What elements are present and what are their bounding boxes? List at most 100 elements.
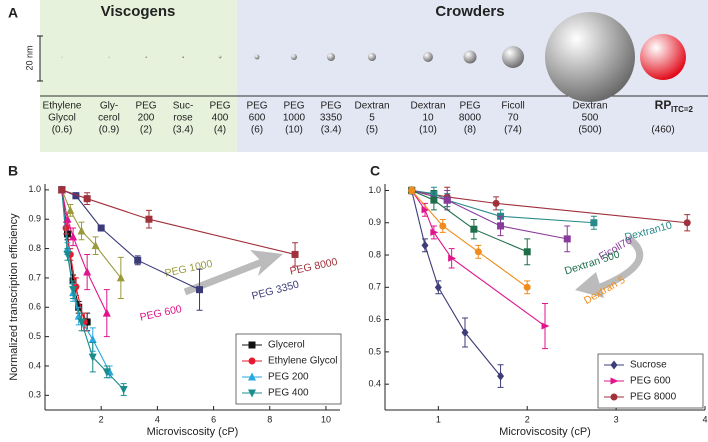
molecule-size: (0.9) (99, 125, 120, 136)
legend-label: PEG 8000 (630, 392, 677, 403)
marker (88, 353, 97, 362)
marker (102, 308, 111, 317)
marker (497, 371, 505, 381)
molecule-size: (74) (504, 125, 522, 136)
y-tick-label: 0.5 (28, 331, 41, 341)
marker (470, 225, 478, 233)
molecule-name: PEG (209, 101, 230, 112)
series-line (61, 189, 111, 373)
legend-label: PEG 400 (268, 388, 309, 399)
y-tick-label: 0.6 (28, 302, 41, 312)
legend-label: PEG 600 (630, 376, 671, 387)
molecule-name: Suc- (173, 101, 194, 112)
group-title: Viscogens (101, 3, 176, 20)
x-tick-label: 4 (155, 414, 160, 424)
molecule (254, 54, 260, 60)
marker (523, 248, 531, 256)
marker (523, 283, 531, 291)
marker (97, 224, 105, 232)
legend-marker (610, 393, 618, 401)
scale-label: 20 nm (24, 45, 34, 70)
molecule-name: Ethylene (43, 101, 82, 112)
molecule-name: RP (655, 98, 672, 112)
molecule (144, 55, 148, 59)
panel-label: A (8, 5, 18, 21)
molecule-name: PEG (320, 101, 341, 112)
arrow-head (250, 250, 283, 276)
molecule-size: (460) (651, 125, 674, 136)
molecule-size: (5) (366, 125, 378, 136)
legend-marker (248, 341, 256, 349)
x-tick-label: 4 (702, 414, 707, 424)
x-tick-label: 1 (436, 414, 441, 424)
molecule-name: 5 (369, 113, 375, 124)
marker (497, 222, 505, 230)
marker (91, 241, 100, 250)
marker (102, 368, 111, 377)
molecule-size: (6) (251, 125, 263, 136)
molecule-name: Ficoll (501, 101, 524, 112)
legend-label: Glycerol (268, 340, 305, 351)
marker (448, 254, 457, 262)
marker (421, 206, 430, 214)
legend-label: Ethylene Glycol (268, 356, 337, 367)
x-tick-label: 2 (99, 414, 104, 424)
series-annotation: PEG 600 (139, 303, 183, 324)
molecule (326, 52, 336, 62)
marker (83, 195, 91, 203)
molecule-name: 200 (138, 113, 155, 124)
molecule (501, 45, 525, 69)
viscogen-bg (40, 0, 237, 152)
marker (461, 328, 469, 338)
molecule-size: (3.4) (173, 125, 194, 136)
marker (69, 286, 78, 295)
molecule-name: PEG (135, 101, 156, 112)
molecule-name: 8000 (459, 113, 482, 124)
molecule-size: (10) (419, 125, 437, 136)
marker (196, 286, 204, 294)
molecule-size: (8) (464, 125, 476, 136)
molecule (545, 12, 635, 102)
molecule-size: (3.4) (321, 125, 342, 136)
molecule-size: (10) (285, 125, 303, 136)
marker (83, 267, 92, 276)
y-tick-label: 0.4 (28, 360, 41, 370)
molecule (423, 52, 433, 62)
y-tick-label: 0.4 (368, 379, 381, 389)
molecule-name: 600 (249, 113, 266, 124)
marker (590, 219, 598, 227)
marker (563, 235, 571, 243)
y-tick-label: 0.6 (368, 314, 381, 324)
series-line (411, 190, 501, 377)
y-tick-label: 1.0 (368, 185, 381, 195)
marker (541, 322, 550, 330)
marker (474, 248, 482, 256)
marker (77, 318, 86, 327)
molecule-name: Gly- (100, 101, 118, 112)
molecule (463, 50, 477, 64)
molecule-size: (2) (140, 125, 152, 136)
molecule-name: PEG (283, 101, 304, 112)
marker (116, 273, 125, 282)
marker (58, 186, 66, 194)
legend-label: PEG 200 (268, 372, 309, 383)
series-annotation: PEG 3350 (250, 278, 300, 302)
marker (63, 214, 72, 223)
arrow-head (575, 272, 604, 298)
marker (63, 250, 72, 259)
marker (408, 186, 416, 194)
y-tick-label: 0.7 (368, 282, 381, 292)
marker (421, 240, 429, 250)
legend-marker (248, 372, 256, 381)
molecule (218, 55, 222, 59)
molecule-size: (0.6) (52, 125, 73, 136)
x-tick-label: 6 (211, 414, 216, 424)
series-line (411, 189, 688, 224)
marker (430, 228, 439, 236)
marker (439, 222, 447, 230)
marker (69, 232, 78, 241)
x-tick-label: 8 (267, 414, 272, 424)
molecule-name: Dextran (572, 101, 607, 112)
legend-marker (248, 357, 256, 365)
panel-label: C (370, 163, 380, 179)
